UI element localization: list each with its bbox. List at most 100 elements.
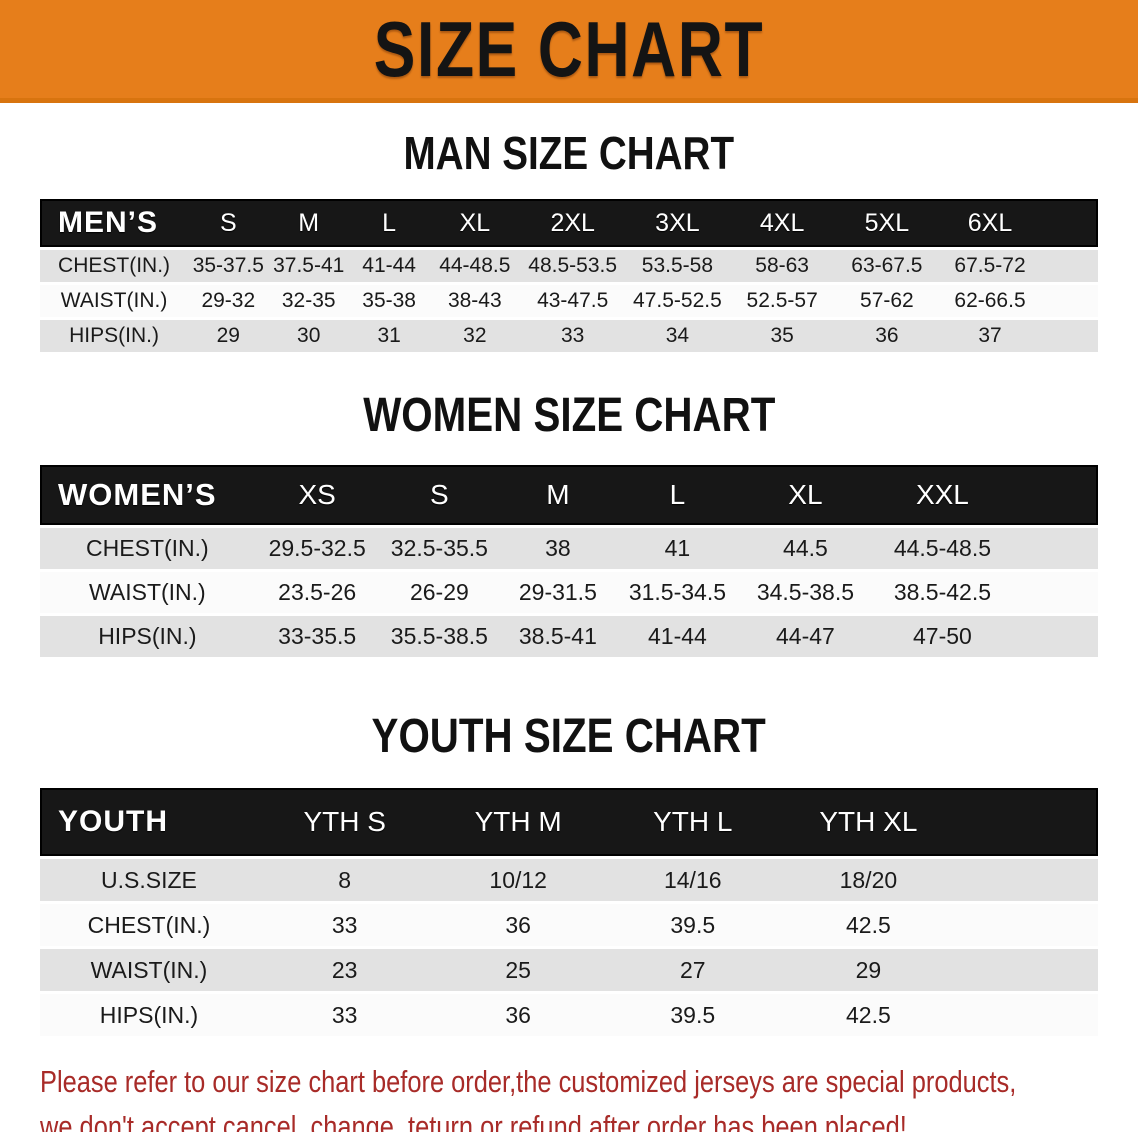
measurement-label: WAIST(IN.) — [40, 949, 258, 994]
spacer-cell — [956, 994, 1098, 1039]
size-value: 23 — [257, 949, 432, 994]
size-value: 67.5-72 — [939, 247, 1041, 285]
size-value: 37 — [939, 320, 1041, 355]
measurement-label: HIPS(IN.) — [40, 994, 258, 1039]
size-column-header: YTH S — [257, 788, 432, 856]
size-value: 38.5-42.5 — [872, 572, 1013, 616]
size-column-header: YTH XL — [780, 788, 957, 856]
table-title-cell: YOUTH — [40, 788, 258, 856]
size-value: 33 — [257, 994, 432, 1039]
size-value: 32 — [429, 320, 521, 355]
size-value: 31 — [348, 320, 430, 355]
size-value: 36 — [431, 994, 605, 1039]
mens-size-table: MEN’S S M L XL 2XL 3XL 4XL 5XL 6XL CHEST… — [40, 199, 1098, 355]
spacer-cell — [956, 856, 1098, 904]
measurement-label: HIPS(IN.) — [40, 320, 189, 355]
size-value: 26-29 — [379, 572, 500, 616]
size-column-header: XL — [429, 199, 521, 247]
spacer-cell — [1040, 285, 1098, 320]
size-column-header: M — [499, 465, 617, 525]
womens-size-table: WOMEN’S XS S M L XL XXL CHEST(IN.) 29.5-… — [40, 465, 1098, 660]
size-value: 42.5 — [780, 994, 957, 1039]
table-header-row: YOUTH YTH S YTH M YTH L YTH XL — [40, 788, 1098, 856]
size-column-header: 4XL — [729, 199, 835, 247]
size-value: 35-37.5 — [188, 247, 269, 285]
size-column-header: XXL — [872, 465, 1013, 525]
table-title-cell: WOMEN’S — [40, 465, 255, 525]
disclaimer-text: Please refer to our size chart before or… — [0, 1059, 1138, 1132]
size-value: 57-62 — [834, 285, 940, 320]
size-value: 38.5-41 — [499, 616, 617, 660]
size-value: 33 — [257, 904, 432, 949]
spacer-cell — [1040, 320, 1098, 355]
youth-chart-title: YOUTH SIZE CHART — [371, 710, 767, 763]
size-value: 29-32 — [188, 285, 269, 320]
size-value: 31.5-34.5 — [616, 572, 739, 616]
spacer-cell — [1040, 199, 1098, 247]
size-column-header: 3XL — [625, 199, 730, 247]
size-column-header: 6XL — [939, 199, 1041, 247]
size-value: 30 — [268, 320, 349, 355]
disclaimer-line-1: Please refer to our size chart before or… — [40, 1064, 1017, 1099]
size-value: 41-44 — [616, 616, 739, 660]
spacer-cell — [1012, 616, 1098, 660]
measurement-label: WAIST(IN.) — [40, 285, 189, 320]
table-row: CHEST(IN.) 33 36 39.5 42.5 — [40, 904, 1098, 949]
size-column-header: YTH L — [604, 788, 781, 856]
size-value: 29-31.5 — [499, 572, 617, 616]
table-header-row: MEN’S S M L XL 2XL 3XL 4XL 5XL 6XL — [40, 199, 1098, 247]
size-value: 39.5 — [604, 994, 781, 1039]
measurement-label: WAIST(IN.) — [40, 572, 255, 616]
table-row: WAIST(IN.) 23 25 27 29 — [40, 949, 1098, 994]
spacer-cell — [1040, 247, 1098, 285]
size-value: 32.5-35.5 — [379, 525, 500, 572]
table-row: HIPS(IN.) 29 30 31 32 33 34 35 36 37 — [40, 320, 1098, 355]
spacer-cell — [956, 949, 1098, 994]
size-column-header: M — [268, 199, 349, 247]
size-value: 27 — [604, 949, 781, 994]
size-value: 38 — [499, 525, 617, 572]
size-column-header: YTH M — [431, 788, 605, 856]
size-value: 47-50 — [872, 616, 1013, 660]
size-value: 44-48.5 — [429, 247, 521, 285]
size-value: 42.5 — [780, 904, 957, 949]
size-value: 44.5 — [738, 525, 873, 572]
size-column-header: L — [616, 465, 739, 525]
size-column-header: XL — [738, 465, 873, 525]
size-value: 36 — [431, 904, 605, 949]
size-value: 25 — [431, 949, 605, 994]
banner-title: SIZE CHART — [373, 4, 765, 93]
size-value: 35.5-38.5 — [379, 616, 500, 660]
size-value: 34.5-38.5 — [738, 572, 873, 616]
size-value: 8 — [257, 856, 432, 904]
size-value: 47.5-52.5 — [625, 285, 730, 320]
table-title-cell: MEN’S — [40, 199, 189, 247]
size-column-header: S — [379, 465, 500, 525]
size-value: 41-44 — [348, 247, 430, 285]
measurement-label: CHEST(IN.) — [40, 525, 255, 572]
size-value: 18/20 — [780, 856, 957, 904]
spacer-cell — [956, 788, 1098, 856]
size-column-header: S — [188, 199, 269, 247]
size-value: 23.5-26 — [254, 572, 380, 616]
size-value: 39.5 — [604, 904, 781, 949]
size-value: 38-43 — [429, 285, 521, 320]
size-value: 10/12 — [431, 856, 605, 904]
size-value: 62-66.5 — [939, 285, 1041, 320]
size-value: 58-63 — [729, 247, 835, 285]
size-value: 14/16 — [604, 856, 781, 904]
size-value: 32-35 — [268, 285, 349, 320]
table-row: WAIST(IN.) 29-32 32-35 35-38 38-43 43-47… — [40, 285, 1098, 320]
size-value: 36 — [834, 320, 940, 355]
size-column-header: 2XL — [520, 199, 626, 247]
spacer-cell — [1012, 525, 1098, 572]
measurement-label: U.S.SIZE — [40, 856, 258, 904]
measurement-label: CHEST(IN.) — [40, 247, 189, 285]
size-value: 44.5-48.5 — [872, 525, 1013, 572]
size-value: 44-47 — [738, 616, 873, 660]
table-row: CHEST(IN.) 29.5-32.5 32.5-35.5 38 41 44.… — [40, 525, 1098, 572]
spacer-cell — [1012, 572, 1098, 616]
size-column-header: L — [348, 199, 430, 247]
size-value: 29 — [780, 949, 957, 994]
